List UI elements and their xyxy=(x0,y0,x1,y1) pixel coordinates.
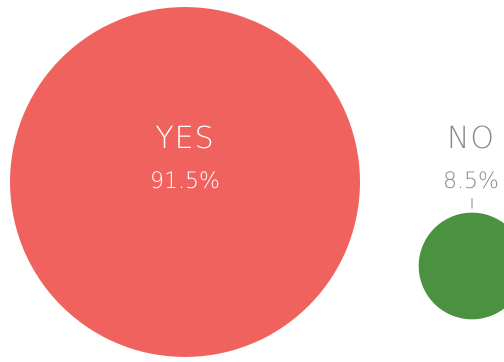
bubbles-layer xyxy=(10,7,504,357)
value-yes: 91.5% xyxy=(150,169,220,194)
bubble-yes xyxy=(10,7,360,357)
label-yes: YES xyxy=(155,121,214,156)
labels-layer: YES 91.5% NO 8.5% xyxy=(150,121,499,209)
bubble-no xyxy=(418,212,504,320)
label-no: NO xyxy=(447,121,495,156)
value-no: 8.5% xyxy=(443,169,499,194)
